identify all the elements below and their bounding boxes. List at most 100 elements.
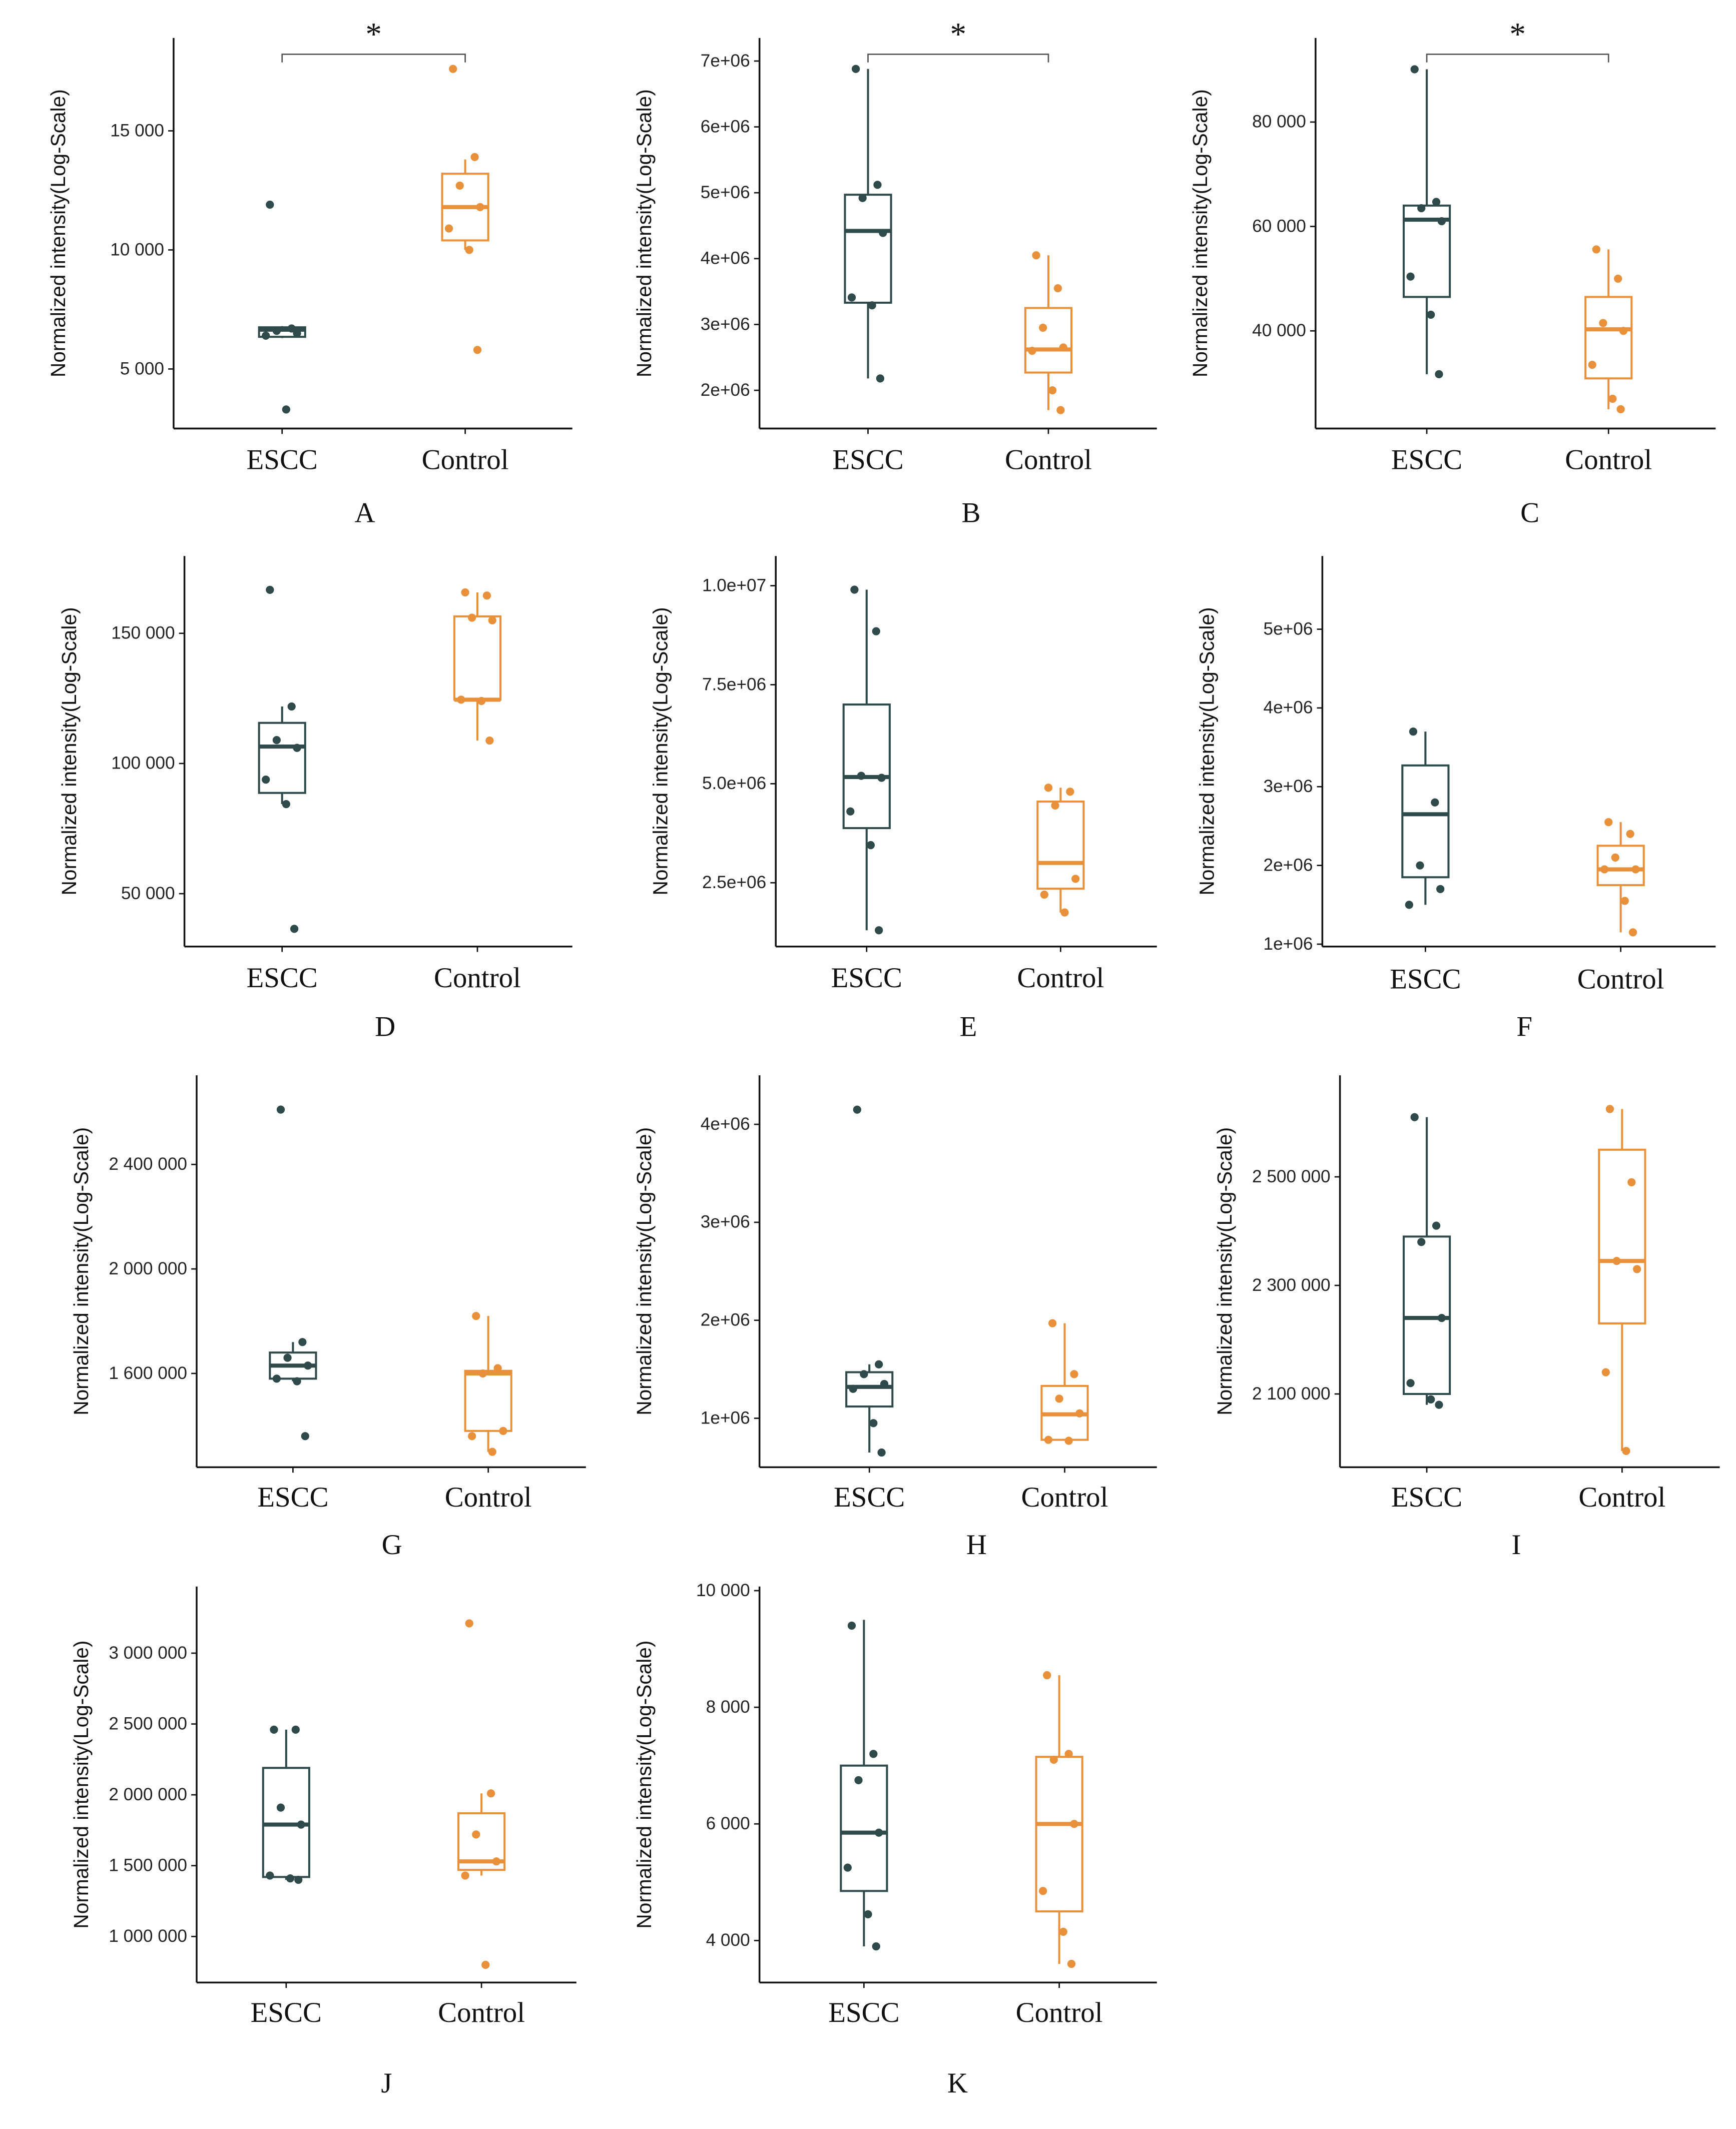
y-axis-label: Normalized intensity(Log-Scale) [1189,89,1212,377]
data-point [473,346,482,354]
data-point [492,1857,501,1866]
data-point [846,807,855,816]
y-tick-label: 6 000 [706,1814,750,1833]
data-point [470,153,479,162]
box-control [1036,784,1085,917]
y-axis-label: Normalized intensity(Log-Scale) [633,1641,656,1929]
data-point [485,736,494,745]
box-iqr [1401,764,1450,879]
data-point [488,616,496,624]
box-control [441,65,489,354]
panel-letter: C [1520,497,1539,528]
data-point [1622,1447,1630,1456]
panel-letter: E [960,1011,977,1043]
data-point [850,585,859,594]
y-tick-label: 5 000 [120,359,164,378]
panel-C: 40 000 60 000 80 000 Normalized intensity(L… [1189,16,1716,528]
data-point [876,374,885,383]
box-escc [842,585,891,935]
data-point [1406,272,1415,281]
box-control [1035,1671,1083,1968]
data-point [1044,1436,1053,1444]
y-tick-label: 2.5e+06 [702,873,766,892]
data-point [1432,1221,1441,1230]
box-control [1598,1105,1646,1456]
data-point [482,591,491,600]
data-point [1627,1178,1636,1187]
panel-D: 50 000 100 000 150 000 Normalized intensity… [58,556,572,1043]
data-point [1070,1820,1078,1828]
data-point [875,926,883,935]
y-tick-label: 2e+06 [1264,855,1313,875]
y-tick-label: 2 100 000 [1252,1384,1331,1403]
y-tick-label: 7e+06 [701,51,750,71]
box-iqr [1035,1756,1083,1913]
box-iqr [1036,800,1085,890]
data-point [272,736,281,745]
panel-letter: A [354,497,375,528]
data-point [1588,361,1596,369]
x-tick-label: Control [422,444,509,476]
panel-F: 1e+06 2e+06 3e+06 4e+06 5e+06 Normalized inte… [1196,556,1716,1043]
data-point [1628,928,1637,937]
data-point [1032,251,1040,260]
data-point [301,1432,309,1441]
box-control [1024,251,1073,414]
data-point [877,774,886,782]
box-control [464,1311,512,1456]
y-axis-label: Normalized intensity(Log-Scale) [47,89,70,377]
data-point [1048,1319,1057,1327]
data-point [875,1828,883,1837]
data-point [857,772,866,780]
x-tick-label: Control [1017,962,1104,994]
data-point [478,1369,487,1378]
data-point [293,329,301,338]
box-iqr [1584,296,1633,380]
box-escc [269,1105,317,1441]
data-point [1416,861,1424,870]
data-point [873,181,882,189]
data-point [1059,343,1067,352]
data-point [290,925,299,933]
data-point [1437,217,1446,226]
y-tick-label: 3e+06 [701,1212,750,1232]
data-point [860,1370,868,1378]
y-tick-label: 6e+06 [701,117,750,136]
x-tick-label: Control [434,962,521,994]
box-escc [845,1105,894,1457]
data-point [872,1942,880,1951]
box-escc [258,200,306,414]
x-tick-label: Control [438,1997,525,2028]
x-tick-label: Control [1005,444,1092,476]
data-point [461,588,469,597]
data-point [1601,1368,1610,1376]
data-point [875,1360,883,1368]
x-tick-label: Control [445,1482,532,1513]
y-tick-label: 150 000 [111,623,175,643]
y-tick-label: 40 000 [1252,321,1306,340]
data-point [1043,1671,1051,1680]
y-tick-label: 2 400 000 [109,1154,187,1174]
data-point [294,1875,303,1884]
y-tick-label: 2 000 000 [109,1785,187,1804]
x-tick-label: Control [1565,444,1652,476]
data-point [477,696,486,705]
data-point [266,200,274,209]
data-point [1437,1313,1446,1322]
data-point [449,65,457,73]
data-point [1616,405,1625,413]
data-point [287,702,296,711]
box-escc [844,65,892,383]
data-point [1620,897,1629,905]
significance-bracket [1426,54,1609,63]
x-tick-label: ESCC [834,1482,905,1513]
panel-H: 1e+06 2e+06 3e+06 4e+06 Normalized intensity… [633,1075,1157,1561]
data-point [287,324,296,333]
data-point [847,1621,856,1630]
box-iqr [1598,1148,1646,1324]
y-tick-label: 15 000 [110,121,164,140]
data-point [872,627,880,635]
data-point [1435,370,1443,379]
data-point [858,194,867,202]
data-point [1405,901,1413,909]
